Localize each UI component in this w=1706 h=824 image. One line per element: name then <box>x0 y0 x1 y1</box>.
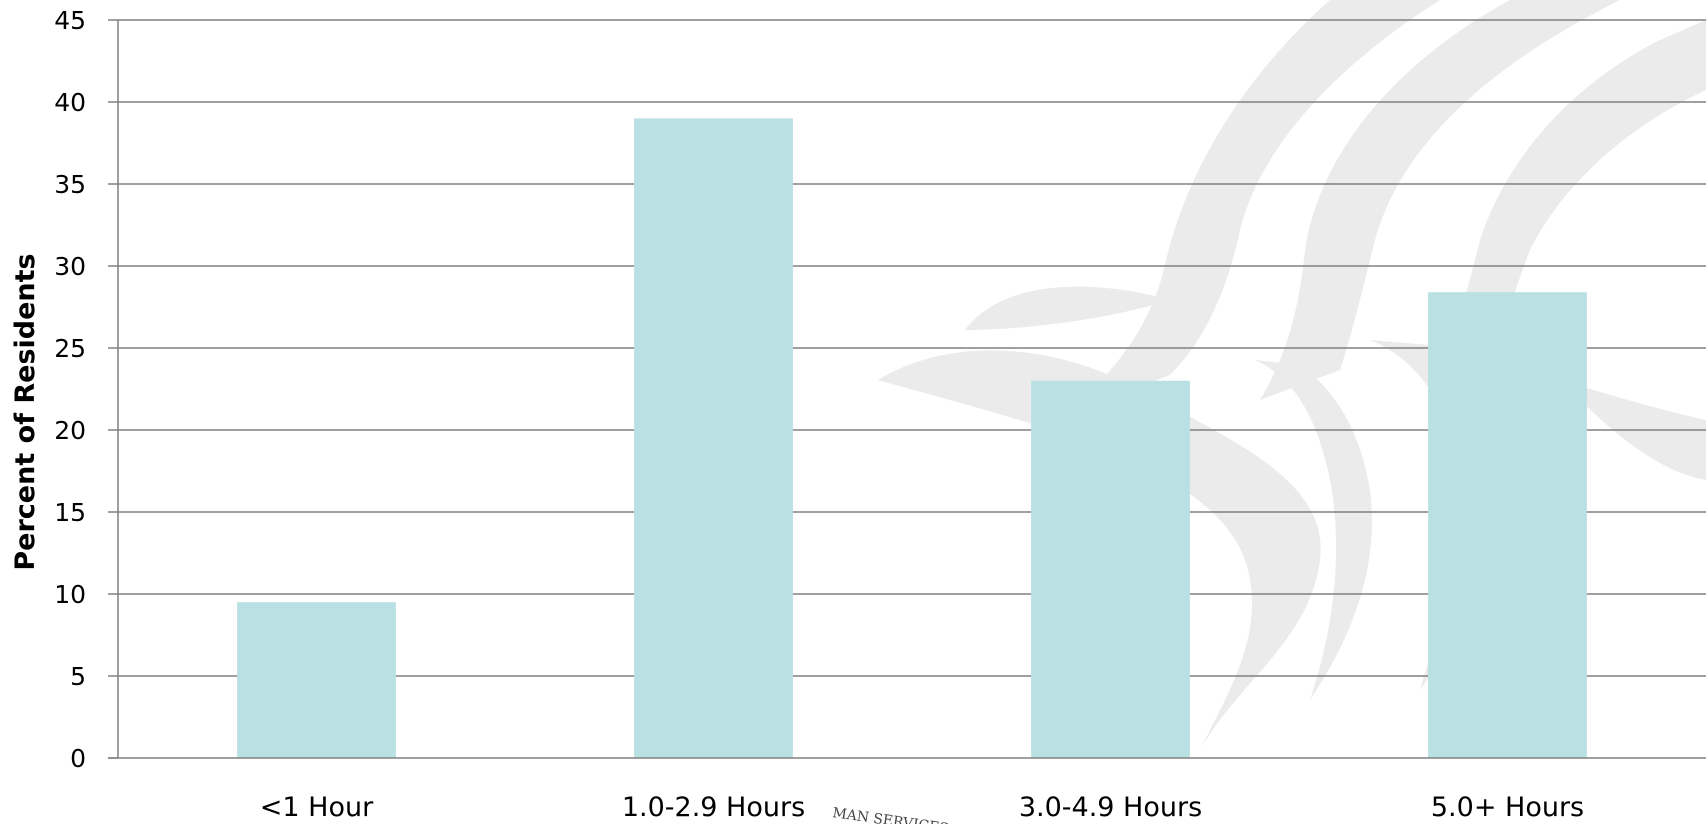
y-tick-label-25: 25 <box>54 334 86 363</box>
y-tick-label-20: 20 <box>54 416 86 445</box>
watermark-sweep <box>878 286 1321 750</box>
watermark-stroke-1 <box>1055 0 1440 420</box>
watermark-stroke-3 <box>1440 20 1706 365</box>
x-category-label-3: 5.0+ Hours <box>1431 792 1584 823</box>
y-tick-label-30: 30 <box>54 252 86 281</box>
y-tick-label-15: 15 <box>54 498 86 527</box>
y-tick-label-35: 35 <box>54 170 86 199</box>
bar-1 <box>634 118 793 758</box>
bars <box>237 118 1587 758</box>
y-tick-label-40: 40 <box>54 88 86 117</box>
x-category-label-1: 1.0-2.9 Hours <box>622 792 805 823</box>
y-tick-labels: 0 5 10 15 20 25 30 35 40 45 <box>54 6 86 773</box>
bar-2 <box>1031 380 1190 758</box>
watermark-face-1 <box>1255 360 1372 700</box>
x-category-label-0: <1 Hour <box>260 792 374 823</box>
watermark-seal-text: MAN SERVICES <box>831 805 949 824</box>
y-axis-label: Percent of Residents <box>10 253 41 570</box>
x-category-labels: <1 Hour 1.0-2.9 Hours 3.0-4.9 Hours 5.0+ Ho… <box>260 792 1584 823</box>
x-category-label-2: 3.0-4.9 Hours <box>1019 792 1202 823</box>
y-tick-label-10: 10 <box>54 580 86 609</box>
y-tick-label-0: 0 <box>70 744 86 773</box>
y-tick-label-5: 5 <box>70 662 86 691</box>
bar-3 <box>1428 292 1587 758</box>
watermark-stroke-2 <box>1260 0 1620 400</box>
bar-0 <box>237 602 396 758</box>
y-tick-label-45: 45 <box>54 6 86 35</box>
